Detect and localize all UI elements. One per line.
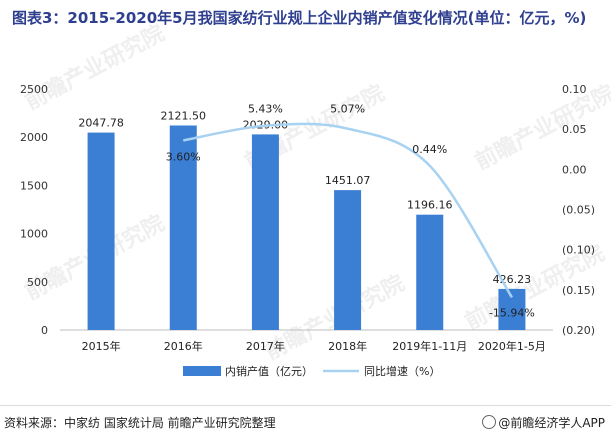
legend-bar-swatch — [183, 366, 221, 376]
chart-title: 图表3：2015-2020年5月我国家纺行业规上企业内销产值变化情况(单位：亿元… — [12, 9, 587, 27]
growth-line — [183, 122, 513, 299]
line-value-label: 5.43% — [248, 103, 283, 116]
line-value-label: 0.44% — [412, 143, 447, 156]
x-tick-label: 2019年1-11月 — [392, 339, 467, 353]
brand-icon — [482, 415, 497, 429]
source-note: 资料来源：中家纺 国家统计局 前瞻产业研究院整理 — [4, 416, 276, 430]
y-right-tick-label: 0.10 — [562, 83, 587, 96]
y-left-tick-label: 1000 — [20, 228, 48, 241]
x-tick-label: 2015年 — [82, 339, 121, 353]
bar — [416, 214, 444, 330]
brand-text: @前瞻经济学人APP — [498, 416, 605, 430]
legend-bar-label: 内销产值（亿元） — [225, 364, 313, 378]
line-value-label: 5.07% — [330, 103, 365, 116]
y-right-tick-label: (0.15) — [562, 284, 595, 297]
y-right-tick-label: (0.20) — [562, 324, 595, 337]
y-left-tick-label: 0 — [41, 324, 48, 337]
legend: 内销产值（亿元） 同比增速（%） — [183, 364, 440, 378]
y-right-tick-label: (0.05) — [562, 204, 595, 217]
bar-value-label: 2047.78 — [78, 117, 124, 130]
x-tick-label: 2016年 — [164, 339, 203, 353]
x-tick-label: 2020年1-5月 — [478, 339, 546, 353]
y-left-tick-label: 1500 — [20, 179, 48, 192]
bar-value-label: 1451.07 — [325, 174, 371, 187]
watermark: 前瞻产业研究院 — [471, 80, 611, 175]
x-tick-label: 2018年 — [328, 339, 367, 353]
legend-line-label: 同比增速（%） — [364, 364, 440, 378]
y-left-tick-label: 2500 — [20, 83, 48, 96]
plot-area: 0 500 1000 1500 2000 2500 0.10 0.05 0.00 (0.05) (0… — [20, 83, 595, 353]
x-tick-label: 2017年 — [246, 339, 285, 353]
watermark: 前瞻产业研究院 — [21, 20, 169, 115]
bar-value-label: 1196.16 — [407, 199, 453, 212]
brand-label: @前瞻经济学人APP — [482, 414, 605, 431]
footer: 资料来源：中家纺 国家统计局 前瞻产业研究院整理 @前瞻经济学人APP — [0, 405, 611, 442]
bar — [334, 190, 362, 330]
line-value-label: 3.60% — [166, 150, 201, 163]
y-right-tick-label: 0.05 — [562, 123, 587, 136]
bar — [87, 132, 115, 330]
y-right-tick-label: 0.00 — [562, 163, 587, 176]
bar-value-label: 2121.50 — [161, 109, 207, 122]
y-left-tick-label: 2000 — [20, 131, 48, 144]
line-value-label: -15.94% — [489, 306, 535, 319]
y-right-tick-label: (0.10) — [562, 244, 595, 257]
bar — [169, 125, 197, 330]
bar — [251, 134, 279, 330]
y-left-tick-label: 500 — [27, 276, 48, 289]
